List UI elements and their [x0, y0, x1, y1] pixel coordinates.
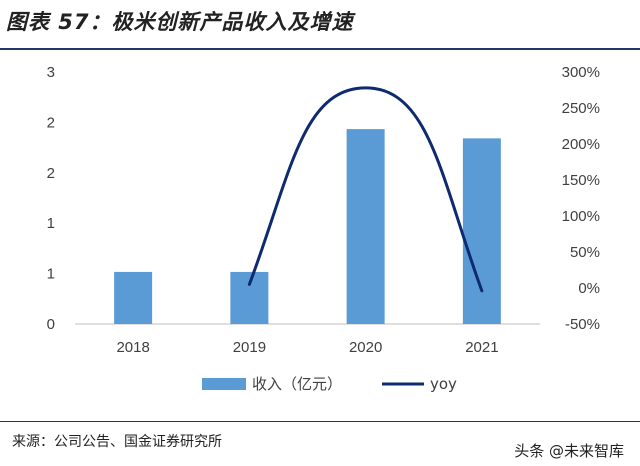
legend-label-revenue: 收入（亿元）: [252, 375, 342, 393]
legend-swatch-bar: [202, 378, 246, 390]
y-left-tick-label: 0: [47, 316, 55, 333]
legend-label-yoy: yoy: [430, 375, 457, 393]
y-left-tick-label: 2: [47, 165, 55, 182]
y-right-tick-label: 300%: [562, 64, 600, 81]
y-right-tick-label: 250%: [562, 100, 600, 117]
source-note: 来源：公司公告、国金证券研究所: [12, 434, 222, 450]
bar: [462, 138, 501, 324]
bar: [114, 271, 153, 324]
y-left-tick-label: 1: [47, 215, 55, 232]
bar: [346, 129, 385, 324]
x-tick-label: 2018: [116, 339, 149, 356]
chart-area: 0 1 1 2 2 3 -50% 0% 50% 100% 150% 200% 250% 300% 2018 2…: [47, 64, 600, 393]
bar: [230, 271, 269, 324]
y-left-tick-label: 1: [47, 266, 55, 283]
y-right-tick-label: 200%: [562, 136, 600, 153]
y-left-tick-label: 2: [47, 114, 55, 131]
y-right-tick-label: 0%: [578, 280, 600, 297]
watermark: 头条 @未来智库: [514, 442, 624, 460]
footer-divider: [0, 421, 640, 422]
y-right-tick-label: 100%: [562, 208, 600, 225]
y-right-tick-label: -50%: [565, 316, 600, 333]
chart-title: 图表 57：极米创新产品收入及增速: [6, 10, 354, 34]
x-tick-label: 2019: [233, 339, 266, 356]
x-tick-label: 2020: [349, 339, 382, 356]
x-tick-label: 2021: [465, 339, 498, 356]
y-left-tick-label: 3: [47, 64, 55, 81]
title-divider: [0, 48, 640, 50]
yoy-line: [247, 86, 484, 293]
y-right-tick-label: 150%: [562, 172, 600, 189]
y-right-tick-label: 50%: [570, 244, 600, 261]
